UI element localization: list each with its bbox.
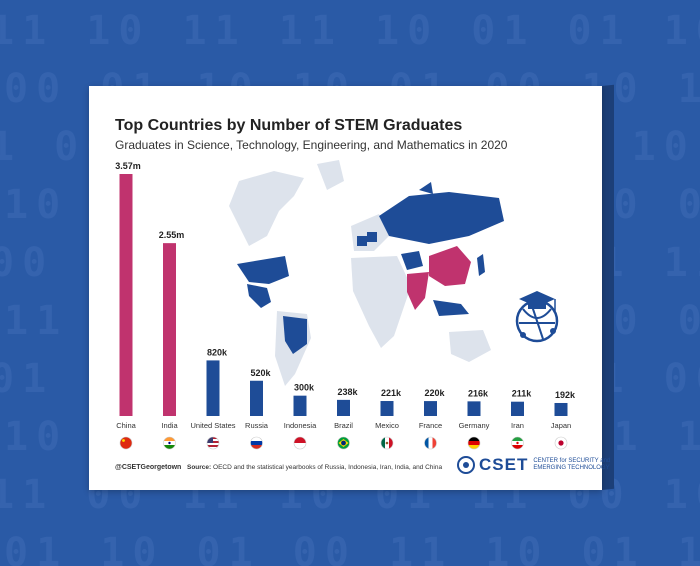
footer-handle: @CSETGeorgetown [115, 464, 182, 471]
category-label: United States [190, 421, 235, 430]
china-flag-icon [119, 436, 133, 450]
category-label: France [419, 421, 442, 430]
chart-title: Top Countries by Number of STEM Graduate… [115, 117, 463, 134]
cset-logo: CSET CENTER for SECURITY and EMERGING TE… [457, 455, 613, 475]
cset-logo-icon [457, 456, 475, 474]
bar-iran [511, 401, 524, 416]
chart-svg: 3.57m 2.55m 820k 520k 300k 238k 221k 220k 216k 21… [115, 160, 576, 450]
category-label: Iran [511, 421, 524, 430]
data-label: 192k [555, 390, 576, 400]
category-label: India [161, 421, 178, 430]
category-label: Brazil [334, 421, 353, 430]
category-label: Japan [551, 421, 571, 430]
bar-india [163, 243, 176, 416]
bar-france [424, 401, 437, 416]
binary-row: 11 10 11 11 10 01 01 10 11 1 [0, 8, 700, 54]
chart-subtitle: Graduates in Science, Technology, Engine… [115, 138, 508, 152]
graduation-cap-globe-icon [515, 291, 559, 343]
data-label: 820k [207, 347, 228, 357]
indonesia-flag-icon [293, 436, 307, 450]
data-label: 216k [468, 388, 489, 398]
data-label: 238k [337, 387, 358, 397]
source-label: Source: [187, 464, 212, 471]
bar-united-states [206, 360, 220, 416]
russia-flag-icon [250, 436, 263, 450]
category-label: Russia [245, 421, 269, 430]
bar-brazil [337, 399, 350, 416]
footer-source: Source: OECD and the statistical yearboo… [187, 464, 442, 471]
mexico-flag-icon [380, 436, 394, 450]
source-text: OECD and the statistical yearbooks of Ru… [213, 464, 443, 471]
category-label: China [116, 421, 136, 430]
data-label: 220k [424, 388, 445, 398]
binary-row: 01 10 01 00 11 10 01 11 00 01 [4, 530, 700, 566]
bar-mexico [380, 401, 394, 416]
bar-japan [554, 402, 568, 416]
data-label: 3.57m [115, 161, 141, 171]
bar-indonesia [293, 395, 307, 416]
world-map-icon [229, 160, 504, 386]
france-flag-icon [424, 436, 437, 450]
germany-flag-icon [467, 436, 481, 450]
data-label: 520k [250, 368, 271, 378]
bar-russia [250, 380, 263, 416]
category-label: Germany [459, 421, 490, 430]
infographic-card: Top Countries by Number of STEM Graduate… [89, 86, 610, 490]
logo-name: CSET [479, 455, 529, 474]
data-label: 300k [294, 383, 315, 393]
data-label: 2.55m [159, 230, 185, 240]
bar-china [119, 174, 133, 416]
iran-flag-icon [511, 436, 524, 450]
card-side-shadow [602, 84, 614, 491]
category-label: Mexico [375, 421, 399, 430]
data-label: 211k [512, 389, 533, 399]
logo-tagline: CENTER for SECURITY and EMERGING TECHNOL… [533, 458, 611, 471]
brazil-flag-icon [337, 436, 350, 450]
category-label: Indonesia [284, 421, 317, 430]
india-flag-icon [163, 436, 176, 450]
usa-flag-icon [206, 436, 220, 450]
japan-flag-icon [554, 436, 568, 450]
bar-germany [467, 401, 481, 416]
data-label: 221k [381, 388, 402, 398]
